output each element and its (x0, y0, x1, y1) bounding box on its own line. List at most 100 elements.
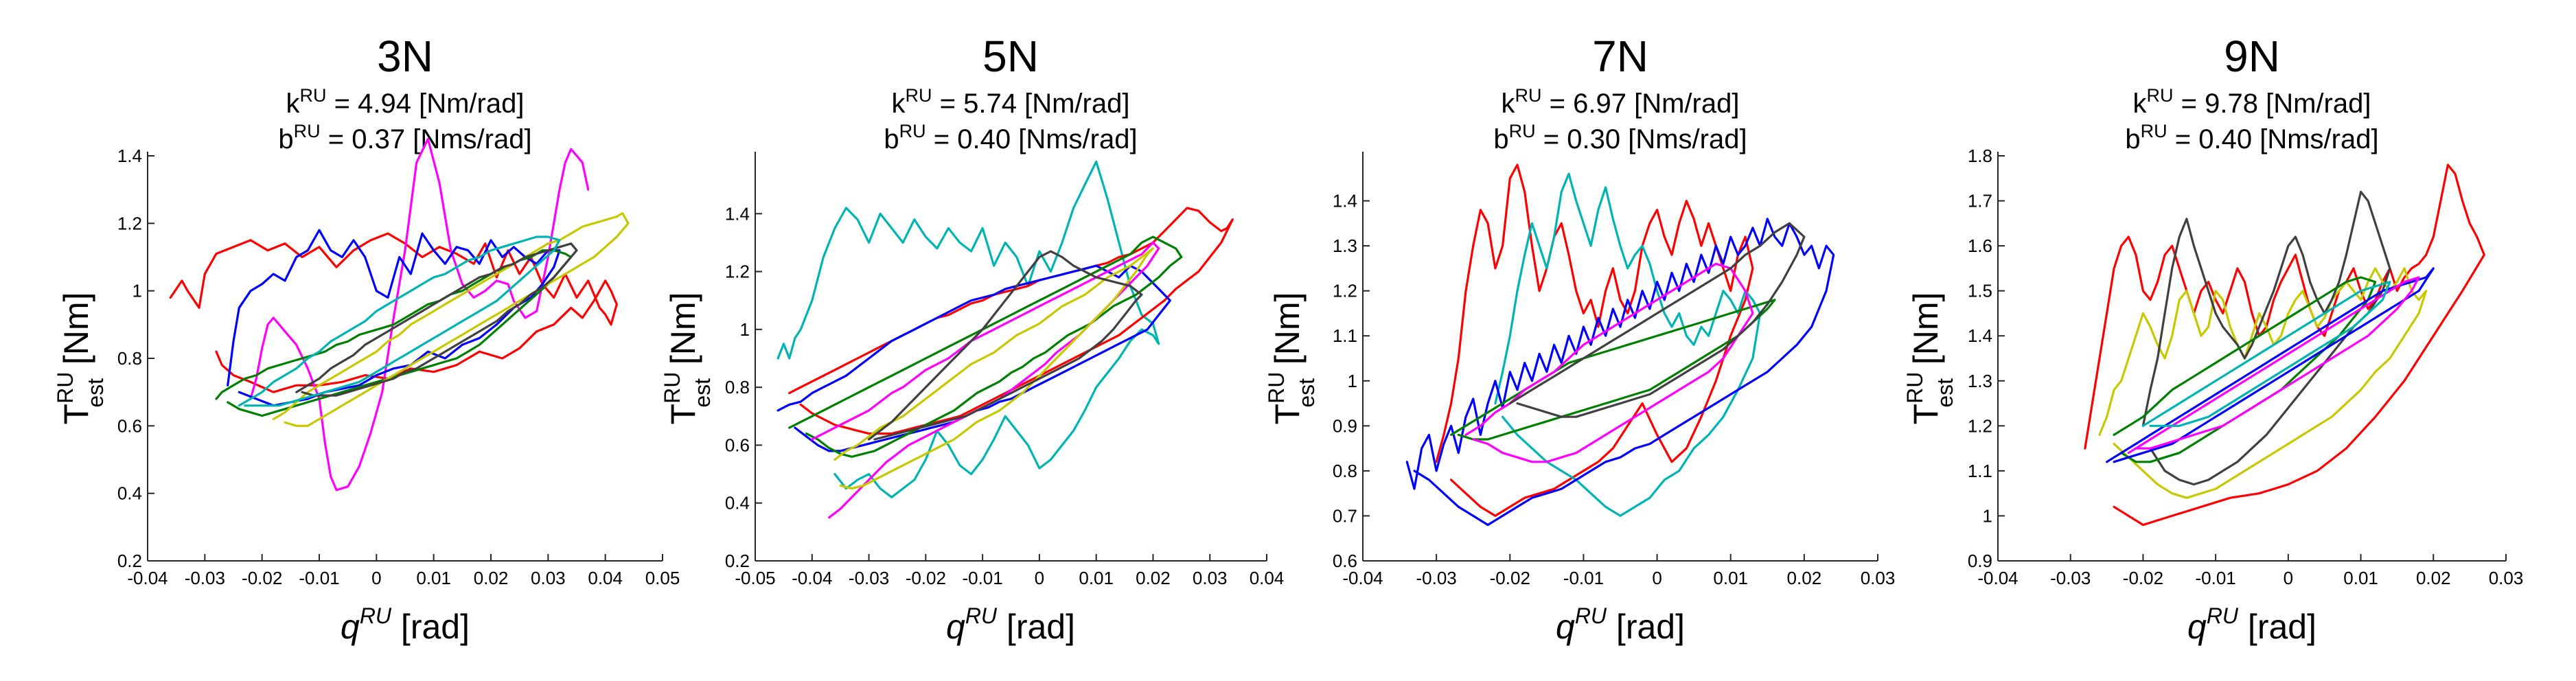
y-tick-label: 1.4 (117, 146, 142, 166)
x-tick-label: -0.04 (127, 568, 168, 588)
x-tick-label: -0.01 (1563, 568, 1604, 588)
series-line-trial-gray (867, 250, 1143, 441)
series-line-trial-gray (295, 242, 578, 397)
x-tick-label: 0.01 (2343, 568, 2378, 588)
y-tick-label: 1.5 (1968, 281, 1992, 301)
x-tick-label: 0 (2284, 568, 2293, 588)
x-tick-label: 0 (1035, 568, 1044, 588)
x-axis-label: qRU [rad] (341, 603, 470, 646)
x-tick-label: 0.02 (474, 568, 509, 588)
y-tick-label: 1.2 (1968, 415, 1992, 436)
x-tick-label: 0 (1652, 568, 1661, 588)
stiffness-label: kRU = 9.78 [Nm/rad] (2133, 85, 2371, 119)
damping-label: bRU = 0.37 [Nms/rad] (278, 121, 531, 154)
y-tick-label: 1 (133, 281, 142, 301)
y-tick-label: 1.8 (1968, 146, 1992, 166)
series-line-trial-green (215, 249, 573, 417)
y-tick-label: 1.3 (1333, 235, 1357, 256)
x-tick-label: 0.04 (1250, 568, 1285, 588)
x-tick-label: -0.01 (299, 568, 339, 588)
y-tick-label: 1.3 (1968, 371, 1992, 391)
series-line-trial-blue (227, 229, 561, 407)
x-tick-label: 0.02 (1136, 568, 1171, 588)
x-tick-label: -0.02 (1490, 568, 1530, 588)
series-group (2084, 163, 2485, 527)
y-tick-label: 1.4 (1968, 325, 1992, 346)
x-tick-label: 0.03 (1861, 568, 1896, 588)
series-line-trial-magenta (2127, 276, 2420, 454)
x-tick-label: -0.04 (1342, 568, 1383, 588)
x-tick-label: -0.02 (906, 568, 946, 588)
x-tick-label: -0.03 (2050, 568, 2091, 588)
y-tick-label: 0.4 (117, 483, 142, 504)
y-axis-label: TRU est [Nm] (660, 292, 715, 425)
x-tick-label: 0.03 (2489, 568, 2524, 588)
y-tick-label: 0.8 (1333, 461, 1357, 481)
series-line-trial-cyan (1494, 172, 1762, 518)
x-tick-label: 0.01 (1713, 568, 1748, 588)
panel-7n: 7N kRU = 6.97 [Nm/rad] bRU = 0.30 [Nms/r… (1264, 32, 1895, 646)
series-group (777, 160, 1234, 519)
panel-3n: 3N kRU = 4.94 [Nm/rad] bRU = 0.37 [Nms/r… (53, 32, 680, 646)
axes (147, 152, 663, 562)
y-tick-label: 0.8 (117, 348, 142, 369)
series-group (169, 137, 630, 492)
series-line-trial-red (1435, 163, 1754, 518)
series-line-trial-cyan (238, 235, 561, 407)
x-ticks: -0.04 -0.03 -0.02 -0.01 0 0.01 0.02 0.03 (1977, 554, 2523, 588)
damping-label: bRU = 0.40 [Nms/rad] (2125, 121, 2378, 154)
x-tick-label: -0.04 (792, 568, 832, 588)
x-tick-label: 0.02 (2416, 568, 2451, 588)
stiffness-label: kRU = 6.97 [Nm/rad] (1502, 85, 1740, 119)
stiffness-label: kRU = 4.94 [Nm/rad] (286, 85, 525, 119)
y-tick-label: 1.1 (1968, 461, 1992, 481)
series-line-trial-green (1450, 299, 1776, 441)
series-line-trial-yellow (833, 247, 1155, 490)
panel-title: 5N (982, 32, 1039, 81)
x-tick-label: 0.05 (645, 568, 680, 588)
x-tick-label: -0.05 (735, 568, 775, 588)
series-line-trial-magenta (1464, 262, 1754, 463)
x-tick-label: 0.02 (1787, 568, 1822, 588)
y-ticks: 0.2 0.4 0.6 0.8 1 1.2 1.4 (725, 203, 762, 571)
series-group (1405, 163, 1835, 527)
y-tick-label: 1.2 (725, 262, 750, 282)
panel-9n: 9N kRU = 9.78 [Nm/rad] bRU = 0.40 [Nms/r… (1902, 32, 2523, 646)
y-tick-label: 0.4 (725, 493, 750, 513)
panel-title: 7N (1592, 32, 1648, 81)
x-tick-label: -0.03 (185, 568, 225, 588)
y-tick-label: 1 (740, 319, 750, 340)
series-line-trial-red (2084, 163, 2485, 527)
y-tick-label: 0.6 (725, 435, 750, 455)
series-line-trial-yellow (2098, 267, 2428, 499)
y-axis-label: TRU est [Nm] (1902, 292, 1957, 425)
x-tick-label: 0.01 (416, 568, 451, 588)
x-tick-label: -0.01 (2196, 568, 2236, 588)
x-tick-label: -0.03 (849, 568, 889, 588)
y-tick-label: 0.9 (1968, 551, 1992, 571)
x-tick-label: -0.02 (242, 568, 282, 588)
panel-title: 3N (377, 32, 433, 81)
y-tick-label: 0.8 (725, 377, 750, 397)
y-tick-label: 1 (1983, 505, 1992, 526)
y-tick-label: 1.4 (725, 203, 750, 224)
x-tick-label: -0.01 (962, 568, 1002, 588)
y-tick-label: 1 (1348, 371, 1357, 391)
series-line-trial-blue (1405, 218, 1835, 527)
series-line-trial-yellow (272, 212, 630, 427)
y-tick-label: 1.1 (1333, 325, 1357, 346)
series-line-trial-blue (2106, 267, 2435, 463)
series-line-trial-red (169, 232, 618, 393)
axes (755, 152, 1267, 562)
series-line-trial-green (2113, 276, 2377, 463)
x-tick-label: -0.02 (2123, 568, 2163, 588)
x-tick-label: 0.01 (1079, 568, 1114, 588)
y-axis-label: TRU est [Nm] (1264, 292, 1319, 425)
y-tick-label: 1.6 (1968, 235, 1992, 256)
series-line-trial-blue (777, 264, 1171, 452)
y-axis-label: TRU est [Nm] (53, 292, 108, 425)
y-tick-label: 1.2 (1333, 281, 1357, 301)
x-tick-label: 0.03 (1193, 568, 1228, 588)
x-ticks: -0.05 -0.04 -0.03 -0.02 -0.01 0 0.01 0.02 0.03 0.… (735, 554, 1284, 588)
x-tick-label: 0.04 (588, 568, 623, 588)
